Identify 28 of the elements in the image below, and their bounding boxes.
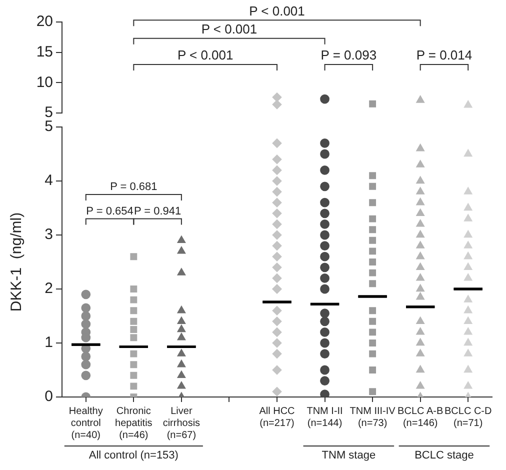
y-tick-label: 20 — [36, 13, 53, 30]
annotation: P = 0.654 — [86, 205, 134, 218]
x-tick-label: Liver cirrhosis (n=67) — [162, 406, 200, 441]
x-tick-label: TNM III-IV (n=73) — [350, 406, 396, 429]
annotation: P = 0.941 — [134, 205, 182, 218]
y-tick-label: 1 — [44, 334, 53, 352]
x-tick-label: All HCC (n=217) — [259, 406, 295, 429]
y-tick-label: 15 — [36, 43, 53, 60]
y-axis-title: DKK-1 (ng/ml) — [8, 212, 26, 312]
x-tick-label: TNM I-II (n=144) — [306, 406, 343, 429]
y-tick-label: 3 — [44, 226, 53, 244]
text: TNM stage — [322, 450, 376, 462]
x-tick-label: Chronic hepatitis (n=46) — [115, 406, 152, 441]
x-tick-label: Healthy control (n=40) — [68, 406, 103, 441]
annotation: P = 0.014 — [416, 48, 472, 63]
x-tick-label: BCLC A-B (n=146) — [398, 406, 444, 429]
annotation: P < 0.001 — [201, 21, 258, 36]
text: P < 0.001 — [249, 3, 305, 18]
y-tick-label: 0 — [44, 388, 53, 406]
text: BCLC stage — [414, 450, 474, 462]
annotation: P < 0.001 — [177, 48, 234, 63]
y-tick-label: 4 — [44, 172, 53, 190]
text: All control (n=153) — [88, 450, 178, 462]
y-tick-label: 2 — [44, 280, 53, 298]
x-tick-label: BCLC C-D (n=71) — [444, 406, 492, 429]
y-tick-label: 10 — [36, 74, 53, 91]
annotation: P = 0.093 — [320, 48, 377, 63]
annotation: P = 0.681 — [110, 181, 158, 194]
